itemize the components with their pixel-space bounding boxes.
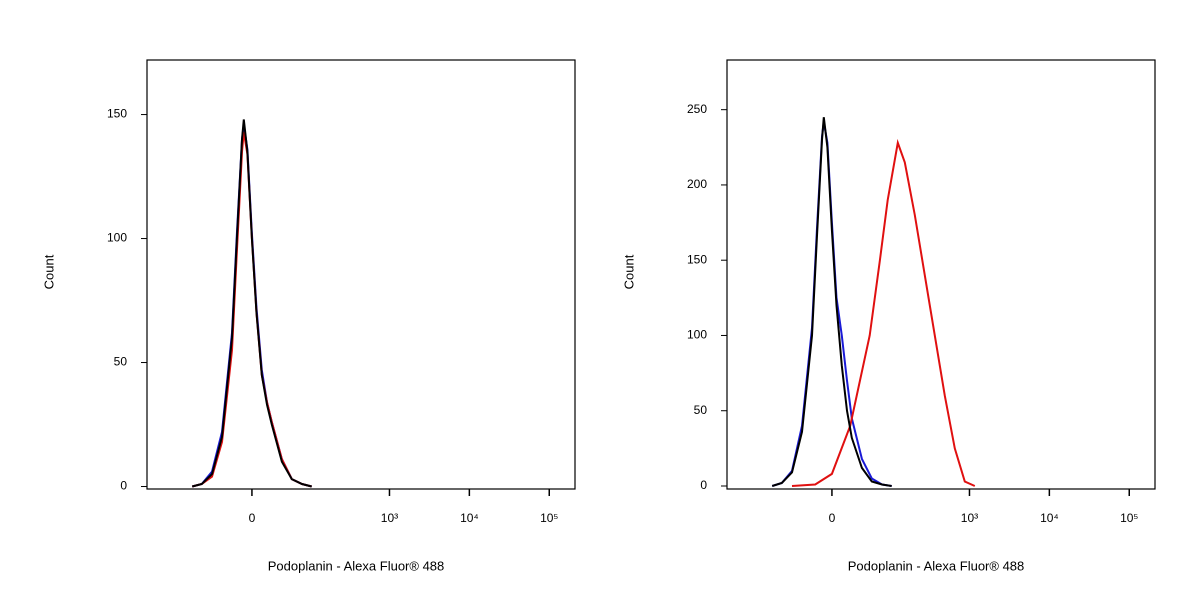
histogram-line (791, 138, 976, 487)
x-tick-label: 10⁵ (540, 511, 558, 525)
y-tick-label: 200 (687, 177, 707, 191)
x-axis-label: Podoplanin - Alexa Fluor® 488 (268, 558, 445, 573)
y-tick-label: 250 (687, 102, 707, 116)
y-axis-label: Count (621, 254, 636, 289)
x-tick-label: 0 (829, 511, 836, 525)
x-tick-label: 10³ (961, 511, 978, 525)
y-tick-label: 100 (687, 328, 707, 342)
y-tick-label: 0 (700, 478, 707, 492)
y-tick-label: 0 (120, 479, 127, 493)
y-tick-label: 150 (687, 252, 707, 266)
histogram-line (191, 119, 312, 488)
x-tick-label: 10³ (381, 511, 398, 525)
x-tick-label: 10⁴ (460, 511, 479, 525)
y-tick-label: 50 (114, 355, 128, 369)
y-tick-label: 50 (694, 403, 708, 417)
y-tick-label: 150 (107, 107, 127, 121)
x-tick-label: 10⁵ (1120, 511, 1138, 525)
y-tick-label: 100 (107, 231, 127, 245)
histogram-line (191, 124, 312, 488)
plot-frame (726, 59, 1156, 490)
x-tick-label: 0 (249, 511, 256, 525)
x-axis-label: Podoplanin - Alexa Fluor® 488 (848, 558, 1025, 573)
y-axis-label: Count (41, 254, 56, 289)
histogram-line (771, 117, 892, 487)
plot-frame (146, 59, 576, 490)
histogram-line (191, 131, 312, 488)
x-tick-label: 10⁴ (1040, 511, 1059, 525)
